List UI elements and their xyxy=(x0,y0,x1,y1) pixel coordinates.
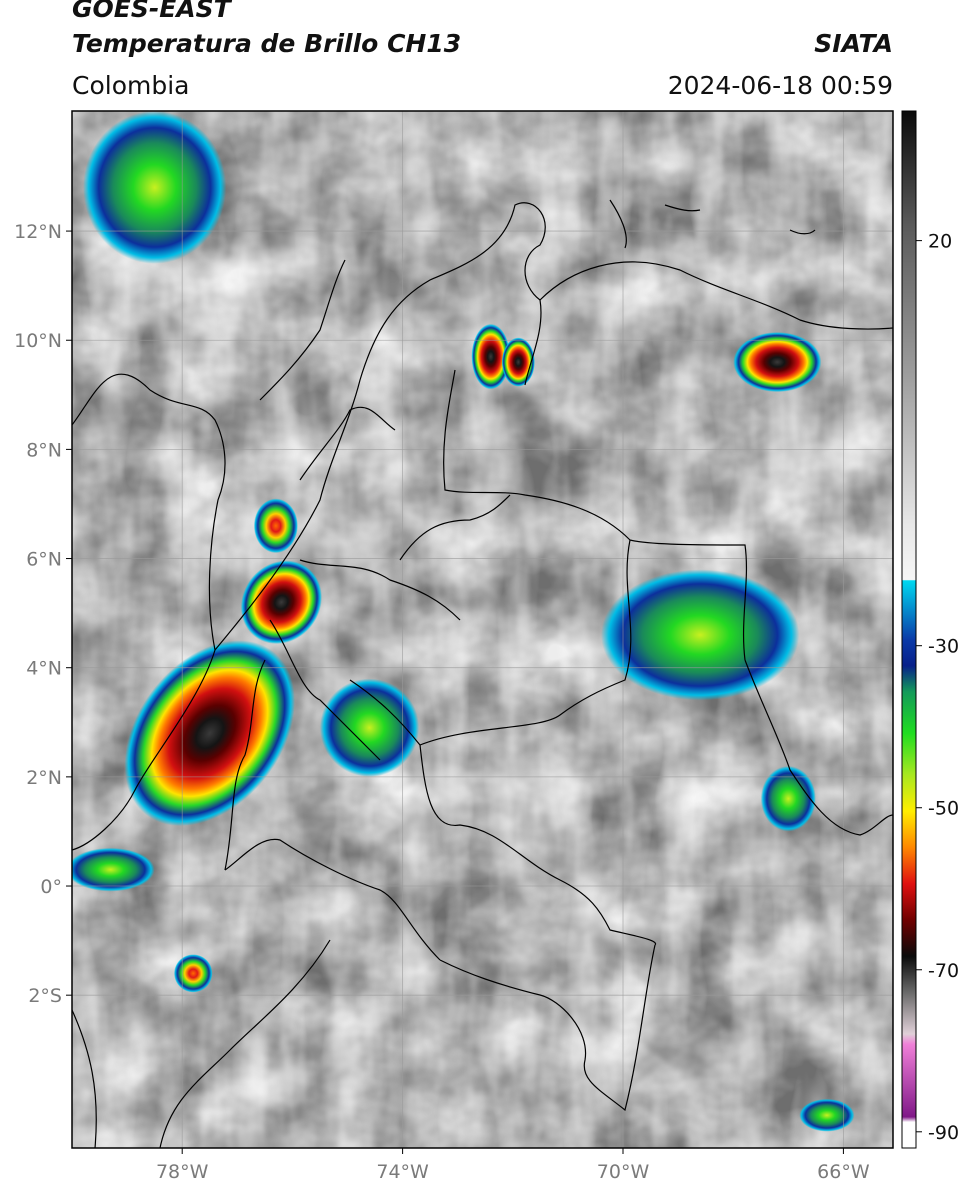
lon-tick-label: 74°W xyxy=(376,1161,429,1183)
storm-cell xyxy=(733,332,822,393)
colorbar xyxy=(902,111,916,1148)
lon-tick-label: 78°W xyxy=(156,1161,209,1183)
lat-tick-label: 0° xyxy=(40,876,62,898)
storm-cell xyxy=(240,560,322,645)
colorbar-frame xyxy=(901,110,917,1149)
storm-cell xyxy=(319,678,420,777)
axis-ticks: 12°N 10°N 8°N 6°N 4°N 2°N 0° 2°S 78°W 74°W 70°W 66°… xyxy=(14,221,870,1183)
storm-cell xyxy=(72,847,155,892)
storm-cell xyxy=(253,498,298,554)
region-label: Colombia xyxy=(72,71,190,100)
graticule xyxy=(72,111,893,1148)
map-frame xyxy=(71,110,894,1149)
lat-tick-label: 8°N xyxy=(26,439,62,461)
colorbar-tick-label: -30 xyxy=(928,636,959,658)
colorbar-tick-label: -70 xyxy=(928,960,959,982)
agency-label: SIATA xyxy=(814,29,893,58)
colorbar-tick-label: -90 xyxy=(928,1122,959,1144)
product-title: Temperatura de Brillo CH13 xyxy=(72,29,462,58)
coastline-and-borders xyxy=(72,199,893,1148)
timestamp-label: 2024-06-18 00:59 xyxy=(667,71,893,100)
colorbar-tick-label: 20 xyxy=(928,231,952,253)
lat-tick-label: 12°N xyxy=(14,221,62,243)
lat-tick-label: 10°N xyxy=(14,330,62,352)
storm-cell xyxy=(501,337,535,387)
storm-cells xyxy=(72,111,855,1132)
storm-cell xyxy=(799,1098,855,1132)
storm-cell xyxy=(83,111,227,264)
colorbar-ticks: 20 -30 -50 -70 -90 xyxy=(916,231,959,1144)
lat-tick-label: 2°N xyxy=(26,767,62,789)
satellite-title: GOES-EAST xyxy=(72,0,231,23)
lat-tick-label: 6°N xyxy=(26,549,62,571)
storm-cell xyxy=(760,765,816,832)
lat-tick-label: 4°N xyxy=(26,658,62,680)
storm-cell xyxy=(173,954,213,993)
storm-cell xyxy=(124,640,295,827)
lon-tick-label: 70°W xyxy=(597,1161,650,1183)
lon-tick-label: 66°W xyxy=(817,1161,870,1183)
lat-tick-label: 2°S xyxy=(28,985,62,1007)
colorbar-tick-label: -50 xyxy=(928,798,959,820)
